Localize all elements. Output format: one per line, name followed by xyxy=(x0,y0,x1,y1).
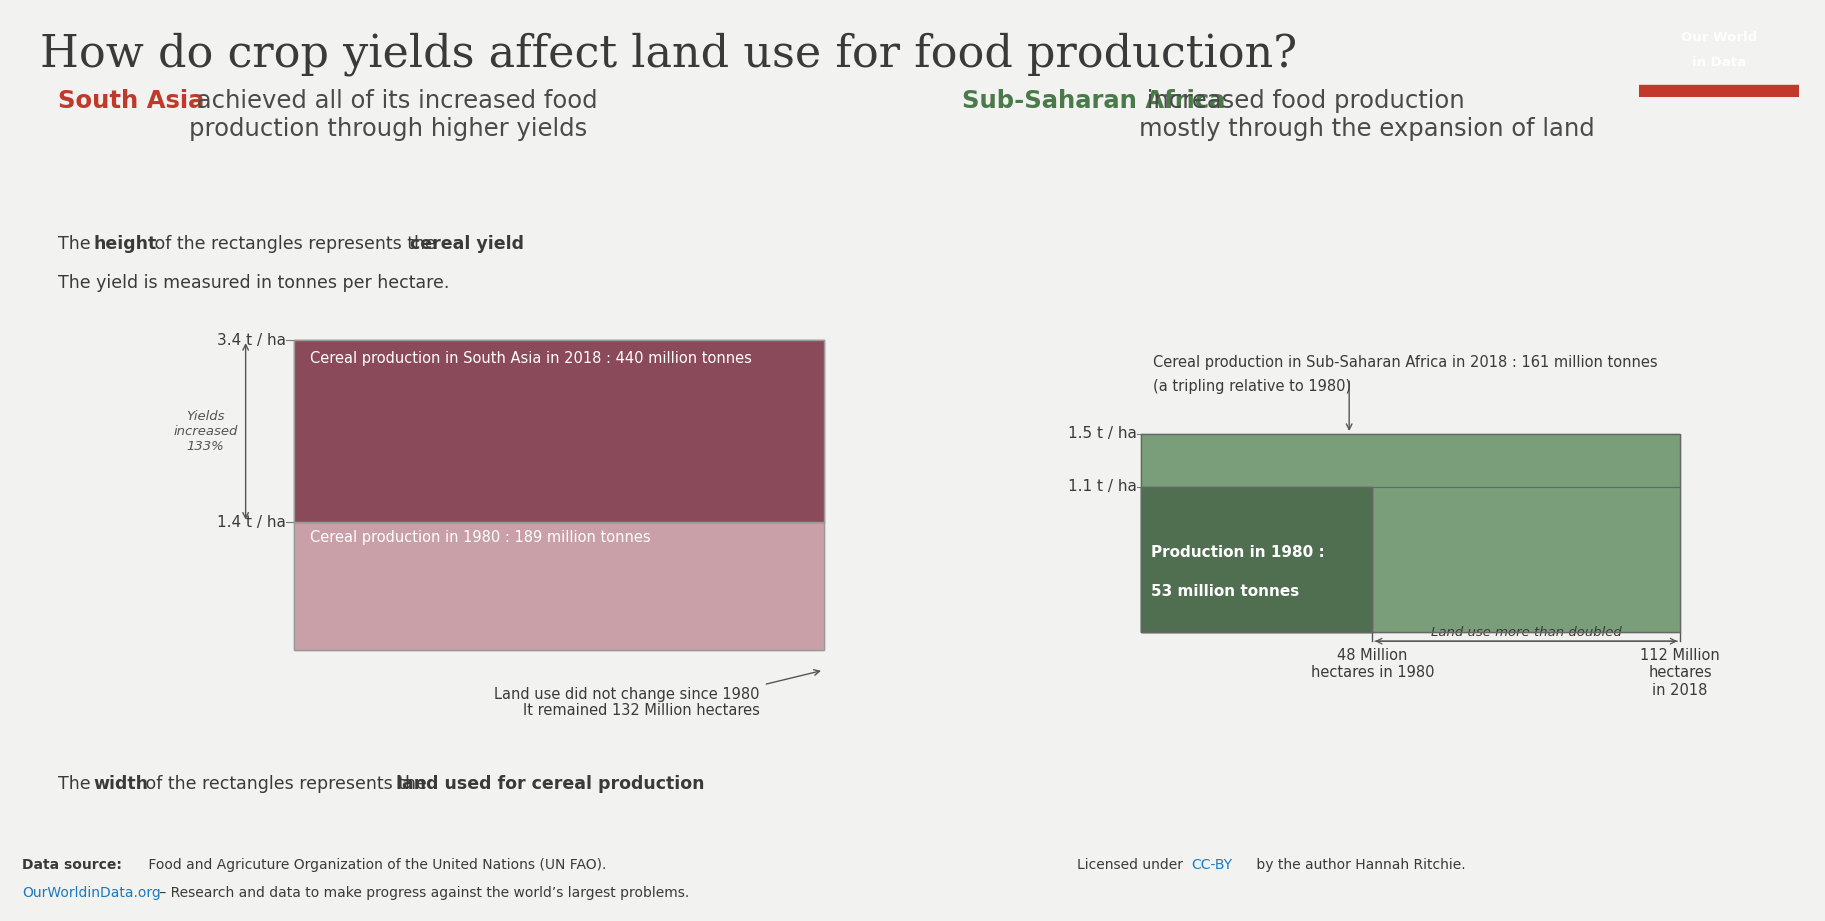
Text: width: width xyxy=(93,775,148,793)
Text: of the rectangles represents the: of the rectangles represents the xyxy=(141,775,433,793)
Bar xyxy=(1141,486,1372,632)
Text: The: The xyxy=(58,775,95,793)
Text: Our World: Our World xyxy=(1681,31,1757,44)
Text: by the author Hannah Ritchie.: by the author Hannah Ritchie. xyxy=(1252,858,1465,872)
Text: Land use more than doubled: Land use more than doubled xyxy=(1431,626,1622,639)
Text: increased food production
mostly through the expansion of land: increased food production mostly through… xyxy=(1139,88,1595,141)
Text: 1.1 t / ha: 1.1 t / ha xyxy=(1068,479,1137,495)
Text: It remained 132 Million hectares: It remained 132 Million hectares xyxy=(522,703,759,718)
Text: Land use did not change since 1980: Land use did not change since 1980 xyxy=(495,686,759,702)
Bar xyxy=(294,340,823,522)
Text: Cereal production in South Asia in 2018 : 440 million tonnes: Cereal production in South Asia in 2018 … xyxy=(310,351,752,367)
Text: achieved all of its increased food
production through higher yields: achieved all of its increased food produ… xyxy=(190,88,599,141)
Text: (a tripling relative to 1980): (a tripling relative to 1980) xyxy=(1153,379,1350,394)
Text: The yield is measured in tonnes per hectare.: The yield is measured in tonnes per hect… xyxy=(58,274,449,292)
Bar xyxy=(1141,434,1681,632)
Text: land used for cereal production: land used for cereal production xyxy=(396,775,704,793)
Text: OurWorldinData.org: OurWorldinData.org xyxy=(22,886,161,900)
Text: Sub-Saharan Africa: Sub-Saharan Africa xyxy=(962,88,1226,112)
Text: 1.4 t / ha: 1.4 t / ha xyxy=(217,515,287,530)
Text: Yields
increased
133%: Yields increased 133% xyxy=(173,410,237,453)
Bar xyxy=(1639,85,1799,97)
Text: height: height xyxy=(93,236,157,253)
Text: 53 million tonnes: 53 million tonnes xyxy=(1152,584,1299,599)
Text: 3.4 t / ha: 3.4 t / ha xyxy=(217,332,287,348)
Bar xyxy=(294,522,823,650)
Text: – Research and data to make progress against the world’s largest problems.: – Research and data to make progress aga… xyxy=(155,886,690,900)
Text: How do crop yields affect land use for food production?: How do crop yields affect land use for f… xyxy=(40,32,1298,76)
Text: of the rectangles represents the: of the rectangles represents the xyxy=(150,236,442,253)
Text: Data source:: Data source: xyxy=(22,858,122,872)
Text: Food and Agricuture Organization of the United Nations (UN FAO).: Food and Agricuture Organization of the … xyxy=(144,858,606,872)
Text: Cereal production in Sub-Saharan Africa in 2018 : 161 million tonnes: Cereal production in Sub-Saharan Africa … xyxy=(1153,356,1657,370)
Bar xyxy=(1141,486,1372,632)
Text: 112 Million
hectares
in 2018: 112 Million hectares in 2018 xyxy=(1641,647,1719,697)
Text: The: The xyxy=(58,236,95,253)
Text: in Data: in Data xyxy=(1692,56,1747,69)
Bar xyxy=(294,340,823,650)
Text: Production in 1980 :: Production in 1980 : xyxy=(1152,544,1325,560)
Text: Licensed under: Licensed under xyxy=(1077,858,1186,872)
Text: South Asia: South Asia xyxy=(58,88,204,112)
Text: Cereal production in 1980 : 189 million tonnes: Cereal production in 1980 : 189 million … xyxy=(310,530,650,544)
Text: CC-BY: CC-BY xyxy=(1192,858,1234,872)
Bar xyxy=(1141,434,1681,632)
Text: cereal yield: cereal yield xyxy=(411,236,524,253)
Text: 48 Million
hectares in 1980: 48 Million hectares in 1980 xyxy=(1310,647,1434,681)
Text: 1.5 t / ha: 1.5 t / ha xyxy=(1068,426,1137,441)
